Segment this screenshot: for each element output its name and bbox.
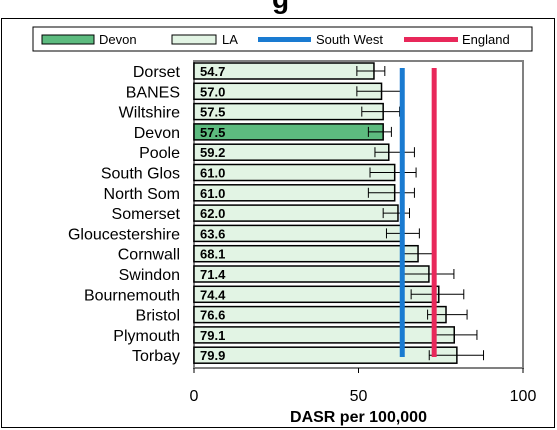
- bar-value-label-11: 74.4: [200, 287, 226, 302]
- category-label-9: Cornwall: [118, 247, 180, 264]
- bar-value-label-4: 59.2: [200, 145, 225, 160]
- bar-value-label-2: 57.5: [200, 105, 225, 120]
- bar-value-label-12: 76.6: [200, 308, 225, 323]
- category-label-7: Somerset: [112, 206, 181, 223]
- category-label-4: Poole: [139, 145, 180, 162]
- x-axis-label: DASR per 100,000: [290, 409, 427, 426]
- x-tick-label-2: 100: [510, 388, 537, 405]
- category-label-8: Gloucestershire: [68, 226, 180, 243]
- category-label-10: Swindon: [119, 267, 180, 284]
- legend-label-devon: Devon: [99, 32, 137, 47]
- legend-label-la: LA: [222, 32, 238, 47]
- x-tick-label-0: 0: [190, 388, 199, 405]
- bar-value-label-5: 61.0: [200, 166, 225, 181]
- category-label-3: Devon: [134, 125, 180, 142]
- bar-10: [193, 265, 430, 283]
- bar-9: [193, 244, 419, 263]
- bar-13: [193, 326, 455, 344]
- x-tick-label-1: 50: [350, 388, 368, 405]
- bar-value-label-3: 57.5: [200, 125, 225, 140]
- category-label-0: Dorset: [133, 64, 181, 81]
- legend-swatch-la: [171, 34, 217, 45]
- category-label-2: Wiltshire: [119, 105, 180, 122]
- category-label-14: Torbay: [132, 348, 180, 365]
- category-label-13: Plymouth: [113, 328, 180, 345]
- category-label-5: South Glos: [101, 166, 180, 183]
- legend-swatch-devon: [41, 34, 95, 45]
- chart-border: [1, 18, 555, 428]
- bar-value-label-7: 62.0: [200, 206, 225, 221]
- bar-value-label-8: 63.6: [200, 226, 225, 241]
- bar-value-label-10: 71.4: [200, 267, 226, 282]
- bar-value-label-9: 68.1: [200, 247, 225, 262]
- category-label-1: BANES: [126, 84, 180, 101]
- category-label-11: Bournemouth: [84, 287, 180, 304]
- bar-8: [193, 224, 404, 243]
- category-label-12: Bristol: [136, 308, 180, 325]
- category-label-6: North Som: [104, 186, 180, 203]
- bar-value-label-1: 57.0: [200, 84, 225, 99]
- bar-12: [193, 305, 447, 324]
- bar-14: [193, 346, 458, 364]
- bar-value-label-0: 54.7: [200, 64, 225, 79]
- bar-value-label-6: 61.0: [200, 186, 225, 201]
- bar-value-label-13: 79.1: [200, 328, 225, 343]
- bar-value-label-14: 79.9: [200, 348, 225, 363]
- legend-label-england: England: [462, 32, 510, 47]
- chart-title-fragment: g: [272, 0, 289, 15]
- legend-label-south-west: South West: [316, 32, 383, 47]
